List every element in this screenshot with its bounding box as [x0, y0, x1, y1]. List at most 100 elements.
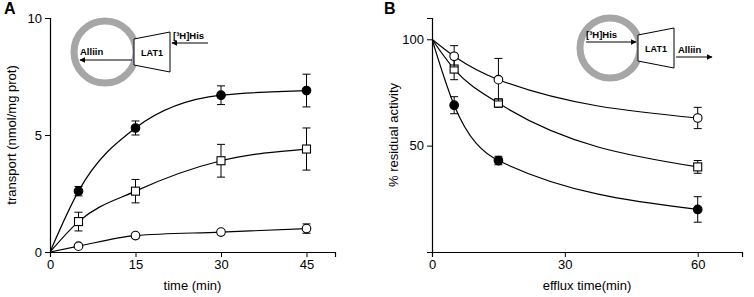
- error-bar-cap: [450, 113, 458, 114]
- outside-label: Alliin: [678, 44, 701, 55]
- marker: [131, 231, 140, 240]
- series-line: [432, 39, 698, 118]
- error-bar: [303, 224, 311, 233]
- y-axis: 0 5 10: [28, 11, 51, 260]
- panel: B0306050100efflux time(min)% residual ac…: [384, 0, 743, 293]
- x-tick-label: 45: [300, 257, 314, 272]
- y-axis-title: transport (nmol/mg prot): [4, 65, 19, 204]
- inside-label: Alliin: [80, 46, 103, 57]
- series: [432, 39, 702, 128]
- error-bar-cap: [75, 230, 83, 231]
- marker: [693, 114, 702, 123]
- x-tick: 60: [691, 252, 705, 272]
- marker: [450, 101, 459, 110]
- y-axis-line: [427, 19, 433, 253]
- x-tick-label: 30: [558, 257, 572, 272]
- error-bar-cap: [450, 79, 458, 80]
- error-bar-cap: [694, 160, 702, 161]
- marker: [694, 163, 702, 171]
- error-bar: [132, 179, 140, 202]
- transporter-label: LAT1: [645, 44, 667, 54]
- marker: [217, 228, 226, 237]
- error-bar-cap: [217, 104, 225, 105]
- marker: [131, 124, 140, 133]
- error-bar-cap: [132, 135, 140, 136]
- error-bar-cap: [450, 45, 458, 46]
- series: [50, 128, 311, 252]
- y-tick-mark: [45, 18, 50, 19]
- x-axis-line: [51, 253, 336, 258]
- error-bar: [450, 97, 458, 114]
- inset-diagram: LAT1[³H]HisAlliin: [580, 18, 712, 78]
- x-axis: 0 30 60: [429, 252, 743, 272]
- y-tick: 100: [402, 32, 432, 47]
- error-bar: [217, 86, 225, 105]
- x-tick: 0: [429, 252, 436, 272]
- arrow: [586, 42, 636, 43]
- error-bar: [494, 58, 502, 101]
- series-line: [50, 91, 307, 252]
- error-bar-cap: [132, 202, 140, 203]
- y-tick-mark: [427, 146, 432, 147]
- error-bar: [303, 128, 311, 170]
- y-axis-line: [45, 19, 51, 253]
- error-bar: [494, 156, 502, 165]
- x-axis-title: time (min): [164, 278, 222, 293]
- y-tick: 50: [410, 138, 432, 153]
- y-tick-mark: [427, 39, 432, 40]
- marker: [494, 75, 503, 84]
- panel-label: B: [384, 0, 396, 17]
- marker: [303, 145, 311, 153]
- vesicle: [580, 18, 640, 78]
- error-bar-cap: [217, 144, 225, 145]
- error-bar: [75, 212, 83, 231]
- error-bar-cap: [132, 179, 140, 180]
- error-bar-cap: [694, 173, 702, 174]
- marker: [132, 187, 140, 195]
- arrow: [80, 60, 132, 61]
- x-tick: 30: [558, 252, 572, 272]
- marker: [217, 91, 226, 100]
- x-axis: 0153045: [47, 252, 336, 272]
- outside-label: [³H]His: [173, 30, 204, 41]
- marker: [302, 86, 311, 95]
- transporter-label: LAT1: [141, 48, 163, 58]
- y-tick-mark: [45, 135, 50, 136]
- error-bar-cap: [450, 66, 458, 67]
- plot-area: [50, 74, 311, 252]
- marker: [494, 156, 503, 165]
- error-bar-cap: [75, 212, 83, 213]
- x-tick-label: 0: [429, 257, 436, 272]
- error-bar-cap: [217, 177, 225, 178]
- error-bar-cap: [694, 128, 702, 129]
- panel: A 0 15 30 45 0 5 10 time (min) transport (nmol/mg…: [4, 0, 336, 293]
- error-bar-cap: [694, 196, 702, 197]
- y-axis-title: % residual activity: [386, 82, 401, 187]
- marker: [302, 224, 311, 233]
- x-tick-label: 60: [691, 257, 705, 272]
- plot-area: [432, 39, 702, 222]
- arrow: [676, 57, 712, 58]
- y-tick: 10: [28, 11, 50, 26]
- error-bar: [694, 161, 702, 174]
- error-bar: [217, 144, 225, 177]
- series-line: [50, 229, 307, 252]
- series: [50, 74, 311, 252]
- error-bar-cap: [303, 127, 311, 128]
- error-bar-cap: [494, 100, 502, 101]
- panel-label: A: [4, 0, 16, 17]
- error-bar: [132, 121, 140, 135]
- error-bar-cap: [303, 106, 311, 107]
- x-tick: 15: [129, 252, 143, 272]
- x-tick: 30: [214, 252, 228, 272]
- marker: [75, 218, 83, 226]
- error-bar-cap: [450, 96, 458, 97]
- y-tick-label: 5: [35, 128, 42, 143]
- y-tick: 5: [35, 128, 50, 143]
- error-bar-cap: [303, 74, 311, 75]
- marker: [217, 157, 225, 165]
- error-bar: [694, 107, 702, 128]
- y-tick-label: 0: [35, 245, 42, 260]
- marker: [693, 205, 702, 214]
- arrow: [172, 43, 208, 44]
